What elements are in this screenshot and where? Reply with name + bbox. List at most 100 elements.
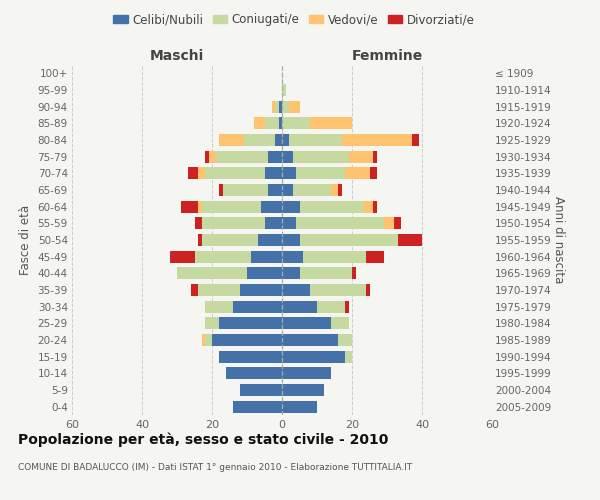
- Bar: [299, 268, 352, 280]
- Bar: [282, 134, 289, 146]
- Bar: [202, 234, 257, 246]
- Bar: [338, 184, 341, 196]
- Bar: [383, 218, 394, 230]
- Bar: [282, 284, 310, 296]
- Bar: [261, 200, 282, 212]
- Bar: [394, 218, 401, 230]
- Bar: [345, 350, 352, 362]
- Bar: [310, 118, 352, 130]
- Bar: [187, 168, 198, 179]
- Bar: [282, 168, 296, 179]
- Y-axis label: Fasce di età: Fasce di età: [19, 205, 32, 275]
- Bar: [282, 384, 324, 396]
- Bar: [212, 334, 282, 346]
- Bar: [317, 300, 345, 312]
- Bar: [412, 134, 419, 146]
- Bar: [265, 168, 282, 179]
- Bar: [282, 234, 299, 246]
- Bar: [370, 168, 377, 179]
- Bar: [349, 150, 373, 162]
- Text: Maschi: Maschi: [150, 48, 204, 62]
- Bar: [296, 218, 383, 230]
- Bar: [282, 350, 345, 362]
- Bar: [289, 134, 341, 146]
- Bar: [303, 250, 366, 262]
- Bar: [282, 218, 296, 230]
- Bar: [373, 200, 377, 212]
- Bar: [202, 200, 261, 212]
- Bar: [219, 184, 223, 196]
- Bar: [341, 134, 412, 146]
- Bar: [170, 250, 194, 262]
- Bar: [251, 250, 282, 262]
- Bar: [205, 150, 209, 162]
- Bar: [223, 184, 268, 196]
- Bar: [275, 134, 282, 146]
- Bar: [198, 284, 240, 296]
- Bar: [265, 118, 278, 130]
- Bar: [247, 268, 282, 280]
- Bar: [240, 284, 282, 296]
- Bar: [233, 400, 282, 412]
- Bar: [282, 100, 289, 112]
- Bar: [310, 284, 366, 296]
- Bar: [194, 218, 202, 230]
- Bar: [299, 200, 362, 212]
- Bar: [282, 268, 299, 280]
- Bar: [366, 250, 383, 262]
- Bar: [198, 200, 202, 212]
- Bar: [338, 334, 352, 346]
- Bar: [282, 118, 310, 130]
- Bar: [282, 250, 303, 262]
- Bar: [282, 334, 338, 346]
- Legend: Celibi/Nubili, Coniugati/e, Vedovi/e, Divorziati/e: Celibi/Nubili, Coniugati/e, Vedovi/e, Di…: [109, 8, 479, 31]
- Bar: [282, 400, 317, 412]
- Bar: [198, 234, 202, 246]
- Bar: [282, 368, 331, 380]
- Bar: [268, 150, 282, 162]
- Bar: [205, 334, 212, 346]
- Bar: [181, 200, 198, 212]
- Bar: [282, 184, 293, 196]
- Bar: [282, 300, 317, 312]
- Bar: [205, 300, 233, 312]
- Bar: [331, 184, 338, 196]
- Bar: [366, 284, 370, 296]
- Bar: [299, 234, 398, 246]
- Bar: [177, 268, 247, 280]
- Bar: [219, 350, 282, 362]
- Bar: [278, 118, 282, 130]
- Bar: [282, 318, 331, 330]
- Bar: [362, 200, 373, 212]
- Bar: [282, 150, 293, 162]
- Bar: [219, 318, 282, 330]
- Bar: [265, 218, 282, 230]
- Bar: [194, 250, 251, 262]
- Bar: [191, 284, 198, 296]
- Bar: [282, 84, 286, 96]
- Bar: [254, 118, 265, 130]
- Bar: [296, 168, 345, 179]
- Text: Femmine: Femmine: [352, 48, 422, 62]
- Bar: [257, 234, 282, 246]
- Bar: [202, 218, 265, 230]
- Bar: [226, 368, 282, 380]
- Bar: [244, 134, 275, 146]
- Bar: [268, 184, 282, 196]
- Bar: [240, 384, 282, 396]
- Bar: [282, 200, 299, 212]
- Bar: [293, 150, 349, 162]
- Text: COMUNE DI BADALUCCO (IM) - Dati ISTAT 1° gennaio 2010 - Elaborazione TUTTITALIA.: COMUNE DI BADALUCCO (IM) - Dati ISTAT 1°…: [18, 462, 412, 471]
- Bar: [275, 100, 278, 112]
- Bar: [215, 150, 268, 162]
- Bar: [345, 168, 370, 179]
- Bar: [205, 168, 265, 179]
- Text: Popolazione per età, sesso e stato civile - 2010: Popolazione per età, sesso e stato civil…: [18, 432, 388, 447]
- Bar: [278, 100, 282, 112]
- Bar: [293, 184, 331, 196]
- Bar: [289, 100, 299, 112]
- Bar: [331, 318, 349, 330]
- Bar: [345, 300, 349, 312]
- Bar: [198, 168, 205, 179]
- Y-axis label: Anni di nascita: Anni di nascita: [553, 196, 565, 284]
